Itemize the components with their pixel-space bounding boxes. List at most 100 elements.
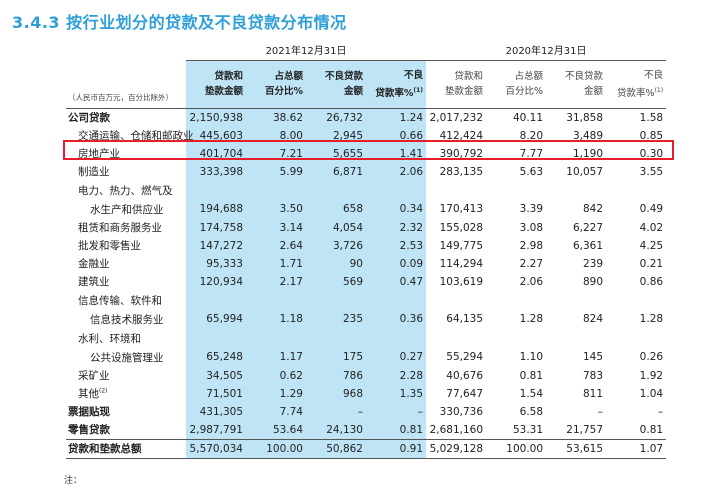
industry-loan-table: 2021年12月31日 2020年12月31日 （人民币百万元，百分比除外） 贷…: [66, 38, 667, 459]
cell-value: 3.55: [639, 165, 664, 178]
cell-value: 0.49: [639, 203, 664, 215]
empty-cell: [366, 328, 427, 348]
cell-value: 1.92: [639, 369, 664, 382]
cell-value: 53,615: [546, 438, 607, 459]
section-title: 3.4.3 按行业划分的贷款及不良贷款分布情况: [12, 13, 347, 32]
table-row: 信息技术服务业 65,994 1.18 235 0.36 64,135 1.28 824 1.2…: [66, 309, 666, 329]
row-label: 公共设施管理业: [90, 351, 164, 364]
row-label: 批发和零售业: [78, 240, 141, 252]
empty-cell: [606, 181, 666, 200]
empty-cell: [426, 181, 486, 200]
cell-value: 2,150,938: [186, 108, 246, 127]
cell-value: 21,757: [566, 423, 604, 436]
cell-value: 0.86: [639, 275, 664, 288]
row-label: 租赁和商务服务业: [78, 222, 162, 234]
cell-value: 2.98: [519, 239, 544, 252]
cell-value: 6,227: [572, 221, 604, 234]
cell-value: 2.06: [519, 275, 544, 288]
unit-note: （人民币百万元，百分比除外）: [68, 92, 173, 102]
cell-value: 6.58: [519, 405, 544, 418]
cell-value: 390,792: [439, 147, 484, 160]
empty-cell: [366, 180, 427, 200]
cell-value: 0.09: [366, 254, 427, 273]
cell-value: 6,361: [572, 239, 604, 252]
col-loan-amount-2020: 贷款和 垫款金额: [445, 71, 484, 98]
col-pct-total-2020: 占总额 百分比%: [505, 71, 544, 98]
cell-value: 0.21: [639, 257, 664, 270]
empty-cell: [186, 328, 246, 348]
cell-value: 1.04: [639, 387, 664, 400]
cell-value: 0.81: [639, 423, 664, 436]
cell-value: 155,028: [439, 221, 484, 234]
cell-value: 2.64: [246, 236, 306, 255]
cell-value: 1.71: [246, 254, 306, 273]
cell-value: 2.28: [366, 366, 427, 385]
empty-cell: [486, 329, 546, 348]
cell-value: 1.24: [366, 108, 427, 127]
cell-value: 2,017,232: [429, 111, 484, 124]
cell-value: 3.39: [519, 203, 544, 215]
row-label: 零售贷款: [68, 424, 110, 436]
table-row: 租赁和商务服务业 174,758 3.14 4,054 2.32 155,028 3.08 6…: [66, 218, 666, 237]
table-body: 公司贷款 2,150,938 38.62 26,732 1.24 2,017,232 40.…: [66, 108, 667, 459]
table-row: 建筑业 120,934 2.17 569 0.47 103,619 2.06 890 0.86: [66, 272, 666, 291]
col-npl-amount-2020: 不良贷款 金额: [565, 71, 604, 98]
cell-value: 4.25: [639, 239, 664, 252]
cell-value: 114,294: [439, 257, 484, 270]
cell-value: 5,570,034: [186, 438, 246, 459]
cell-value: 0.34: [366, 199, 427, 219]
cell-value: 0.81: [366, 420, 427, 439]
cell-value: 10,057: [566, 165, 604, 178]
empty-cell: [246, 290, 306, 310]
row-label: 水生产和供应业: [90, 203, 164, 216]
table-row: 水生产和供应业 194,688 3.50 658 0.34 170,413 3.39 842 0…: [66, 199, 666, 219]
table-row: 零售贷款 2,987,791 53.64 24,130 0.81 2,681,160 53.…: [66, 420, 666, 439]
cell-value: 5,029,128: [426, 438, 487, 459]
column-header-row: （人民币百万元，百分比除外） 贷款和 垫款金额 占总额 百分比% 不良贷款 金额 不良…: [66, 60, 667, 108]
empty-cell: [186, 290, 246, 310]
table-row: 贷款和垫款总额 5,570,034 100.00 50,862 0.91 5,029,12…: [66, 438, 667, 459]
cell-value: 2.27: [519, 257, 544, 270]
cell-value: 283,135: [439, 165, 484, 178]
cell-value: 5.63: [519, 165, 544, 178]
row-label: 信息传输、软件和: [78, 294, 162, 307]
cell-value: 194,688: [186, 199, 246, 219]
cell-value: 1.28: [639, 313, 664, 325]
cell-value: 4,054: [306, 218, 366, 237]
cell-value: 34,505: [186, 366, 246, 385]
cell-value: 824: [582, 313, 604, 325]
cell-value: 1.10: [519, 351, 544, 363]
cell-value: 658: [306, 199, 366, 219]
empty-cell: [546, 291, 606, 310]
cell-value: 2.32: [366, 218, 427, 237]
row-label: 采矿业: [78, 370, 110, 382]
table-row: 公共设施管理业 65,248 1.17 175 0.27 55,294 1.10 145 0.2…: [66, 347, 666, 367]
row-label: 其他(2): [78, 387, 108, 401]
table-row: 票据贴现 431,305 7.74– –330,736 6.58– –: [66, 402, 666, 421]
cell-value: 235: [306, 309, 366, 329]
row-label: 贷款和垫款总额: [66, 438, 186, 459]
cell-value: 120,934: [186, 272, 246, 291]
empty-cell: [306, 328, 366, 348]
cell-value: 1.58: [639, 111, 664, 124]
year-header-row: 2021年12月31日 2020年12月31日: [66, 38, 667, 61]
cell-value: 1.18: [246, 309, 306, 329]
table-row: 金融业 95,333 1.71 90 0.09 114,294 2.27 239 0.21: [66, 254, 666, 273]
cell-value: 0.30: [639, 147, 664, 160]
empty-cell: [366, 290, 427, 310]
cell-value: 2.53: [366, 236, 427, 255]
cell-value: 31,858: [566, 111, 604, 124]
year-2021-header: 2021年12月31日: [186, 38, 427, 61]
cell-value: 1.35: [366, 384, 427, 403]
cell-value: 2,987,791: [186, 420, 246, 439]
cell-value: –: [657, 405, 664, 418]
cell-value: 77,647: [446, 387, 484, 400]
cell-value: 149,775: [439, 239, 484, 252]
cell-value: 26,732: [306, 108, 366, 127]
empty-cell: [186, 180, 246, 200]
cell-value: 333,398: [186, 162, 246, 181]
row-label: 交通运输、仓储和邮政业: [78, 130, 194, 142]
table-row: 采矿业 34,505 0.62 786 2.28 40,676 0.81 783 1.92: [66, 366, 666, 385]
cell-value: 968: [306, 384, 366, 403]
cell-value: 0.81: [519, 369, 544, 382]
